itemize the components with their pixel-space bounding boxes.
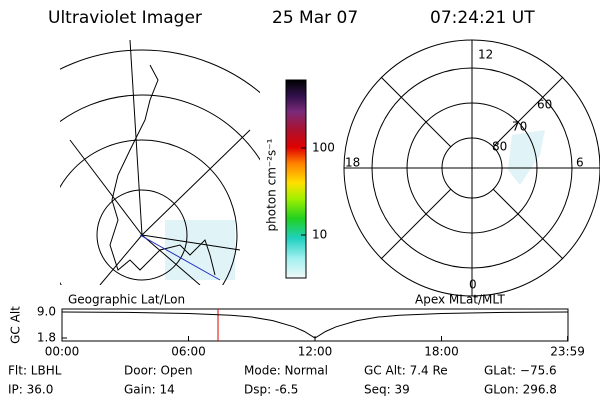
info-field: IP: 36.0 [8, 383, 53, 397]
lat-label: 60 [537, 98, 552, 112]
x-tick-label: 23:59 [550, 345, 585, 359]
time: 07:24:21 UT [430, 8, 535, 28]
altitude-line [61, 311, 569, 339]
colorbar-tick-label: 10 [312, 228, 327, 242]
polar-plot [343, 39, 600, 297]
colorbar-tick-label: 100 [312, 141, 335, 155]
info-field: Seq: 39 [364, 383, 410, 397]
panel-label: Geographic Lat/Lon [68, 293, 185, 307]
mlt-label: 18 [345, 156, 360, 170]
info-field: Gain: 14 [124, 383, 175, 397]
mlt-label: 6 [576, 156, 584, 170]
colorbar-label: photon cm⁻²s⁻¹ [265, 138, 279, 231]
info-field: GLon: 296.8 [484, 383, 557, 397]
lat-label: 70 [512, 120, 527, 134]
panel-label: Apex MLat/MLT [415, 293, 505, 307]
orbit-y-label: GC Alt [9, 306, 23, 344]
info-field: GLat: −75.6 [484, 364, 557, 378]
info-field: GC Alt: 7.4 Re [364, 364, 448, 378]
date: 25 Mar 07 [272, 8, 358, 28]
x-tick-label: 06:00 [171, 345, 206, 359]
x-tick-label: 18:00 [424, 345, 459, 359]
y-tick-label: 9.0 [37, 305, 56, 319]
lat-label: 80 [492, 140, 507, 154]
mlt-label: 12 [478, 48, 493, 62]
info-field: Dsp: -6.5 [244, 383, 298, 397]
x-tick-label: 00:00 [45, 345, 80, 359]
info-field: Flt: LBHL [8, 364, 62, 378]
y-tick-label: 1.8 [37, 331, 56, 345]
info-field: Door: Open [124, 364, 193, 378]
colorbar [285, 79, 307, 279]
info-field: Mode: Normal [244, 364, 328, 378]
x-tick-label: 12:00 [298, 345, 333, 359]
instrument: Ultraviolet Imager [48, 8, 202, 28]
mlt-label: 0 [469, 278, 477, 292]
geo-map [60, 40, 260, 285]
